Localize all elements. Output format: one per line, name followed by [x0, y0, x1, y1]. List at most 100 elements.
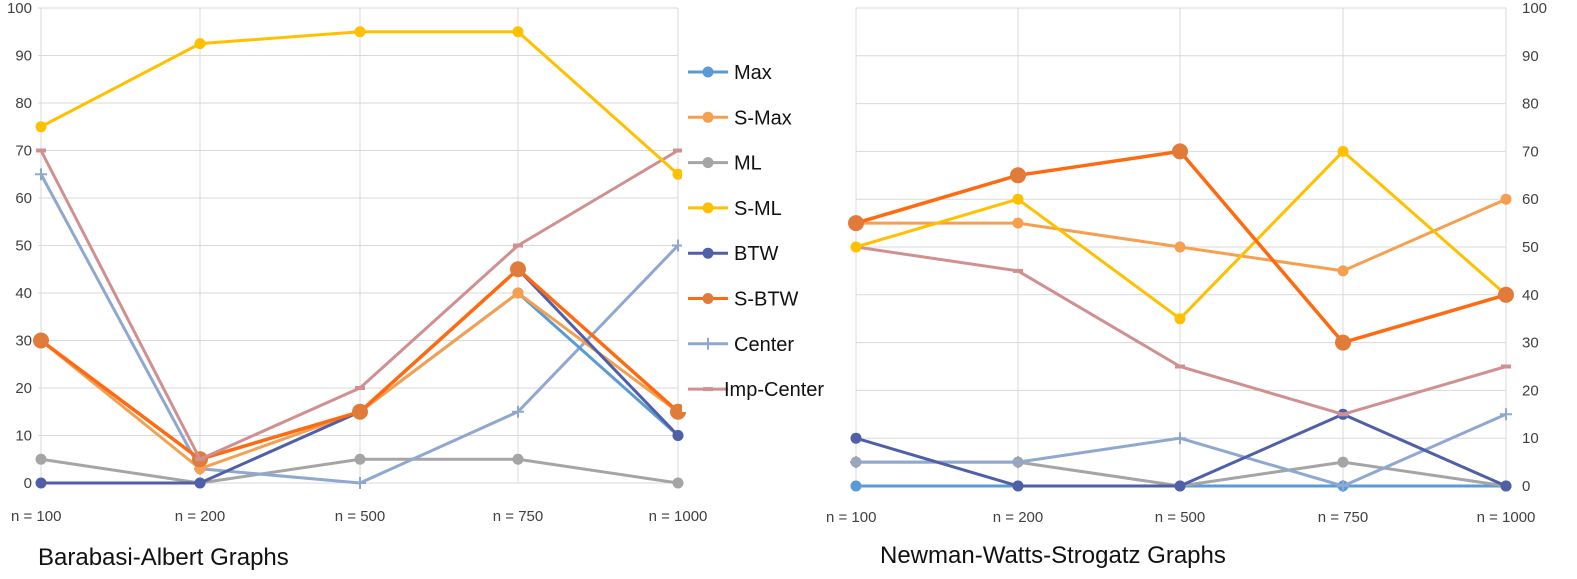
left-point-ml-3 [512, 453, 524, 465]
right-x-tick-label: n = 100 [826, 509, 876, 526]
right-series-center [850, 408, 1512, 492]
right-point-s-ml-1 [1012, 193, 1024, 205]
left-point-center-2 [354, 477, 366, 489]
right-series-s-max [850, 193, 1512, 277]
legend-label-s-max: S-Max [734, 107, 792, 129]
right-y-tick-label: 10 [1522, 430, 1539, 447]
left-series-s-ml [35, 26, 684, 180]
chart-left-series [33, 26, 686, 489]
right-point-center-3 [1337, 480, 1349, 492]
left-point-s-max-3 [512, 287, 524, 299]
left-y-tick-label: 50 [15, 238, 32, 255]
right-point-s-ml-2 [1174, 313, 1186, 325]
right-point-max-0 [850, 480, 862, 492]
left-y-tick-label: 10 [15, 428, 32, 445]
right-x-tick-label: n = 500 [1155, 509, 1205, 526]
left-series-imp-center [36, 148, 683, 462]
legend-marker-s-ml [702, 202, 714, 214]
legend-label-s-btw: S-BTW [734, 289, 799, 311]
legend-item-btw: BTW [688, 243, 779, 265]
left-y-tick-label: 60 [15, 190, 32, 207]
chart-right-y-axis: 0 10 20 30 40 50 60 70 80 90 100 [1522, 0, 1547, 495]
right-x-tick-label: n = 1000 [1477, 509, 1536, 526]
chart-right-title: Newman-Watts-Strogatz Graphs [880, 542, 1226, 569]
left-point-s-btw-0 [33, 332, 49, 349]
right-point-btw-4 [1500, 480, 1512, 492]
left-point-s-ml-3 [512, 26, 524, 38]
right-point-btw-1 [1012, 480, 1024, 492]
legend-label-btw: BTW [734, 243, 779, 265]
left-point-btw-0 [35, 477, 47, 489]
legend-background [682, 52, 844, 412]
legend-marker-max [702, 66, 714, 78]
right-point-s-btw-2 [1172, 143, 1188, 160]
chart-right-series [848, 143, 1514, 492]
left-point-center-3 [512, 405, 524, 418]
legend-marker-btw [702, 247, 714, 259]
left-point-ml-4 [672, 477, 684, 489]
left-y-tick-label: 100 [7, 0, 32, 17]
right-point-center-4 [1500, 408, 1512, 421]
right-point-btw-0 [850, 432, 862, 444]
right-point-s-btw-1 [1010, 167, 1026, 184]
left-point-s-ml-0 [35, 121, 47, 133]
chart-left-title: Barabasi-Albert Graphs [38, 544, 289, 571]
right-y-tick-label: 100 [1522, 0, 1547, 17]
right-point-s-btw-3 [1335, 334, 1351, 351]
right-y-tick-label: 80 [1522, 96, 1539, 113]
left-point-s-ml-1 [194, 38, 206, 50]
right-point-s-max-3 [1337, 265, 1349, 277]
chart-legend: Max S-Max ML S-ML BTW S-BTW Center Imp-Center [682, 52, 844, 412]
chart-right-x-axis: n = 100 n = 200 n = 500 n = 750 n = 1000 [826, 509, 1535, 526]
legend-marker-center [702, 337, 714, 350]
chart-left-x-axis: n = 100 n = 200 n = 500 n = 750 n = 1000 [11, 508, 707, 525]
legend-marker-ml [702, 157, 714, 169]
left-y-tick-label: 80 [15, 95, 32, 112]
left-x-tick-label: n = 500 [335, 508, 385, 525]
right-point-s-max-4 [1500, 193, 1512, 205]
left-series-s-btw [33, 261, 686, 468]
left-point-s-ml-4 [672, 168, 684, 180]
right-y-tick-label: 50 [1522, 239, 1539, 256]
chart-left-y-axis: 0 10 20 30 40 50 60 70 80 90 100 [7, 0, 32, 492]
left-point-btw-1 [194, 477, 206, 489]
left-point-ml-2 [354, 453, 366, 465]
right-y-tick-label: 40 [1522, 287, 1539, 304]
legend-item-s-btw: S-BTW [688, 289, 799, 311]
right-point-s-max-2 [1174, 241, 1186, 253]
legend-label-ml: ML [734, 153, 762, 175]
right-y-tick-label: 30 [1522, 335, 1539, 352]
right-point-ml-3 [1337, 456, 1349, 468]
left-y-tick-label: 90 [15, 48, 32, 65]
right-y-tick-label: 60 [1522, 191, 1539, 208]
left-y-tick-label: 70 [15, 143, 32, 160]
left-point-s-ml-2 [354, 26, 366, 38]
right-point-s-btw-4 [1498, 286, 1514, 303]
legend-item-s-max: S-Max [688, 107, 792, 129]
left-point-s-btw-3 [510, 261, 526, 278]
left-x-tick-label: n = 750 [493, 508, 543, 525]
legend-marker-s-max [702, 111, 714, 123]
left-point-center-0 [35, 168, 47, 181]
right-point-s-ml-0 [850, 241, 862, 253]
right-point-s-max-1 [1012, 217, 1024, 229]
left-x-tick-label: n = 200 [175, 508, 225, 525]
left-y-tick-label: 0 [24, 475, 32, 492]
right-series-s-btw [848, 143, 1514, 351]
left-series-center [35, 168, 684, 489]
right-point-s-btw-0 [848, 215, 864, 232]
left-x-tick-label: n = 100 [11, 508, 61, 525]
right-point-center-0 [850, 456, 862, 469]
legend-item-s-ml: S-ML [688, 198, 782, 220]
right-point-center-2 [1174, 432, 1186, 445]
left-y-tick-label: 20 [15, 380, 32, 397]
legend-item-center: Center [688, 334, 794, 356]
legend-label-imp-center: Imp-Center [724, 379, 824, 401]
right-x-tick-label: n = 750 [1318, 509, 1368, 526]
right-x-tick-label: n = 200 [993, 509, 1043, 526]
legend-item-imp-center: Imp-Center [688, 379, 824, 401]
legend-label-center: Center [734, 334, 794, 356]
